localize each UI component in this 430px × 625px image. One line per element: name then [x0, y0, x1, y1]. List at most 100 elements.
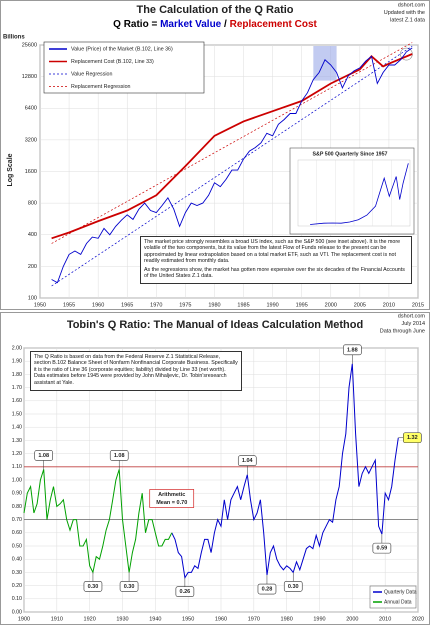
y-tick-label: 3200	[25, 137, 37, 143]
x-tick-label: 2000	[325, 302, 337, 308]
subtitle-part: Market Value	[160, 19, 222, 30]
y-tick-label: 12800	[22, 74, 37, 80]
subtitle-part: Replacement Cost	[230, 19, 318, 30]
x-tick-label: 1990	[313, 616, 325, 622]
y-tick-label: 1.00	[12, 477, 22, 483]
y-tick-label: 100	[28, 295, 37, 301]
y-tick-label: 200	[28, 264, 37, 270]
note-paragraph: The Q Ratio is based on data from the Fe…	[34, 354, 238, 386]
annotation-label: 0.30	[288, 584, 299, 590]
y-tick-label: 800	[28, 201, 37, 207]
annotation-label: 1.08	[114, 453, 125, 459]
x-tick-label: 1960	[215, 616, 227, 622]
top-subtitle: Q Ratio = Market Value / Replacement Cos…	[113, 19, 317, 30]
y-tick-label: 2.00	[12, 345, 22, 351]
x-tick-label: 1930	[116, 616, 128, 622]
annotation-box	[175, 586, 195, 597]
annotation-box	[34, 450, 54, 461]
x-tick-label: 1980	[208, 302, 220, 308]
annotation-box	[372, 542, 392, 554]
y-tick-label: 0.60	[12, 530, 22, 536]
annotation-box	[237, 455, 257, 467]
legend-label: Quarterly Data	[384, 589, 417, 595]
inset-title: S&P 500 Quarterly Since 1957	[313, 151, 388, 157]
y-tick-label: 6400	[25, 106, 37, 112]
annotation-label: 0.30	[124, 584, 135, 590]
y-unit: Billions	[3, 35, 25, 41]
y-tick-label: 1.50	[12, 411, 22, 417]
subtitle-part: Q Ratio =	[113, 19, 160, 30]
highlight-circle	[400, 47, 413, 61]
y-tick-label: 1.40	[12, 425, 22, 431]
annotation-label: 0.59	[377, 546, 388, 552]
mean-label: Arithmetic	[158, 492, 185, 498]
annotation-label: 1.08	[38, 453, 49, 459]
y-tick-label: 1.60	[12, 398, 22, 404]
note-paragraph: The market price strongly resembles a br…	[144, 239, 401, 265]
source-text: dshort.com	[398, 2, 426, 8]
source-text: July 2014	[401, 321, 425, 327]
x-tick-label: 2010	[379, 616, 391, 622]
x-tick-label: 1950	[34, 302, 46, 308]
legend-label: Replacement Cost (B.102, Line 33)	[71, 59, 154, 65]
x-tick-label: 1920	[84, 616, 96, 622]
series-line	[51, 45, 413, 287]
x-tick-label: 1900	[18, 616, 30, 622]
y-tick-label: 1.80	[12, 372, 22, 378]
x-tick-label: 1910	[51, 616, 63, 622]
x-tick-label: 1985	[237, 302, 249, 308]
source-text: latest Z.1 data	[390, 17, 426, 23]
source-text: Data through June	[380, 328, 425, 334]
y-tick-label: 0.00	[12, 609, 22, 615]
mean-label: Mean = 0.70	[156, 500, 187, 506]
annotation-box	[257, 583, 277, 595]
x-tick-label: 1955	[63, 302, 75, 308]
annotation-label: 0.26	[180, 589, 191, 595]
series-line	[23, 469, 173, 574]
y-tick-label: 0.10	[12, 596, 22, 602]
series-line	[310, 163, 409, 225]
subtitle-part: /	[221, 19, 229, 30]
annotation-label: 0.28	[262, 586, 273, 592]
y-axis-label: Log Scale	[7, 153, 14, 186]
x-tick-label: 2010	[383, 302, 395, 308]
series-line	[51, 42, 413, 244]
x-tick-label: 1960	[92, 302, 104, 308]
series-line	[51, 53, 413, 240]
x-tick-label: 1980	[281, 616, 293, 622]
legend-label: Annual Data	[384, 599, 412, 605]
x-tick-label: 1940	[149, 616, 161, 622]
annotation-box	[402, 432, 422, 444]
x-tick-label: 2020	[412, 616, 424, 622]
annotation-label: 1.04	[242, 458, 254, 464]
legend-label: Replacement Regression	[71, 84, 131, 90]
y-tick-label: 0.90	[12, 491, 22, 497]
x-tick-label: 2015	[412, 302, 424, 308]
annotation-label: 0.30	[88, 584, 99, 590]
y-tick-label: 1600	[25, 169, 37, 175]
x-tick-label: 1970	[248, 616, 260, 622]
y-tick-label: 0.80	[12, 504, 22, 510]
bottom-note: The Q Ratio is based on data from the Fe…	[30, 351, 242, 392]
y-tick-label: 1.90	[12, 359, 22, 365]
x-tick-label: 1975	[179, 302, 191, 308]
y-tick-label: 400	[28, 232, 37, 238]
x-tick-label: 2005	[354, 302, 366, 308]
legend-label: Value Regression	[71, 71, 112, 77]
note-paragraph: As the regressions show, the market has …	[144, 266, 405, 280]
annotation-box	[343, 344, 362, 356]
x-tick-label: 1965	[121, 302, 133, 308]
y-tick-label: 1.70	[12, 385, 22, 391]
bottom-title: Tobin's Q Ratio: The Manual of Ideas Cal…	[67, 319, 363, 331]
annotation-box	[119, 581, 139, 592]
annotation-box	[283, 581, 303, 592]
mean-label-box	[149, 489, 195, 508]
y-tick-label: 0.70	[12, 517, 22, 523]
x-tick-label: 1950	[182, 616, 194, 622]
x-tick-label: 1990	[266, 302, 278, 308]
series-line	[171, 363, 399, 580]
source-text: Updated with the	[384, 10, 425, 16]
x-tick-label: 1995	[296, 302, 308, 308]
